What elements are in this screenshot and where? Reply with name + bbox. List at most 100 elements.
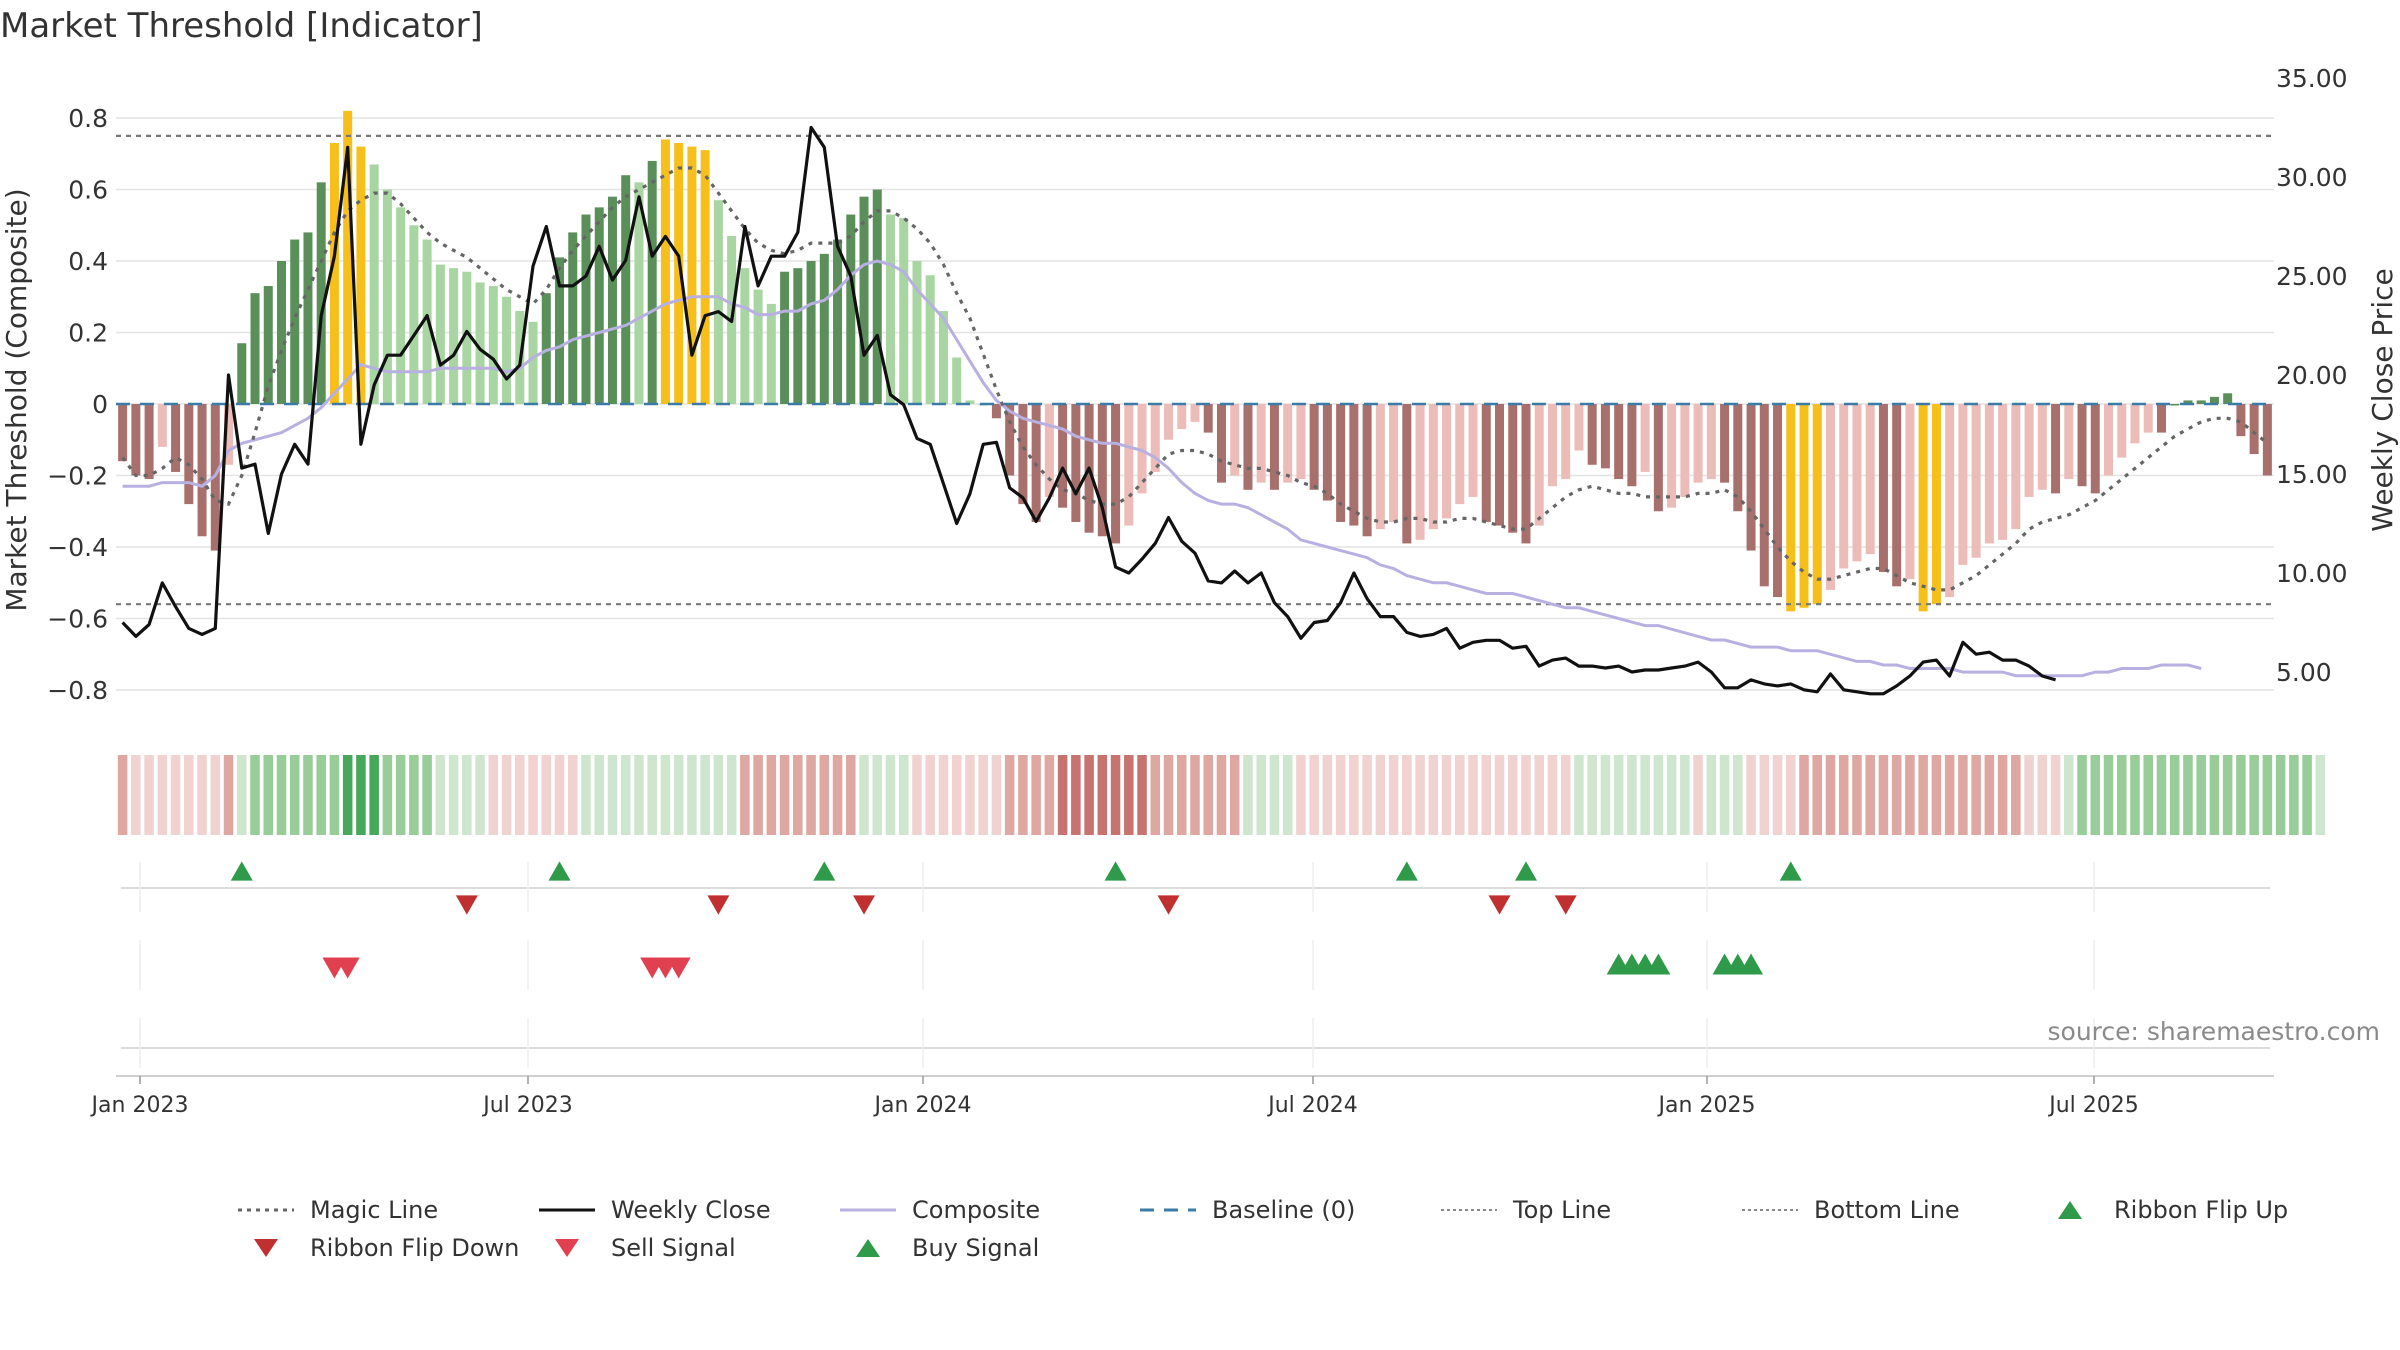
ribbon-cell xyxy=(2183,755,2193,835)
ribbon-cell xyxy=(1918,755,1928,835)
threshold-bar xyxy=(885,214,895,404)
ribbon-cell xyxy=(607,755,618,835)
ribbon-cell xyxy=(2169,755,2180,835)
ribbon-cell xyxy=(2156,755,2167,835)
ribbon-cell xyxy=(475,755,485,835)
ribbon-cell xyxy=(1216,755,1227,835)
threshold-bar xyxy=(938,311,948,404)
threshold-bar xyxy=(1058,404,1068,508)
threshold-bar xyxy=(594,207,604,404)
ribbon-cell xyxy=(1812,755,1823,835)
ribbon-cell xyxy=(740,755,750,835)
ribbon-cell xyxy=(2289,755,2299,835)
legend-swatch xyxy=(238,1208,294,1212)
ribbon-cell xyxy=(660,755,671,835)
ribbon-cell xyxy=(1719,755,1730,835)
composite-line xyxy=(122,259,2202,678)
left-tick-label: 0.6 xyxy=(68,176,108,205)
threshold-bar xyxy=(1111,404,1121,544)
ribbon-cell xyxy=(184,755,194,835)
legend-label: Baseline (0) xyxy=(1212,1196,1356,1224)
ribbon-cell xyxy=(1971,755,1981,835)
ribbon-cell xyxy=(753,755,763,835)
threshold-bar xyxy=(2249,404,2259,455)
threshold-bar xyxy=(1442,404,1452,519)
ribbon-cell xyxy=(1786,755,1796,835)
ribbon-cell xyxy=(673,755,684,835)
ribbon-cell xyxy=(1521,755,1531,835)
legend-swatch xyxy=(856,1239,880,1257)
threshold-bar xyxy=(382,189,392,404)
threshold-bar xyxy=(1574,404,1584,451)
ribbon-cell xyxy=(1587,755,1597,835)
legend-label: Composite xyxy=(912,1196,1041,1224)
threshold-bar xyxy=(1389,404,1399,522)
ribbon-cell xyxy=(528,755,538,835)
ribbon-cell xyxy=(210,755,221,835)
ribbon-cell xyxy=(170,755,181,835)
threshold-bar xyxy=(1984,404,1994,544)
threshold-bar xyxy=(502,296,512,404)
x-tick-label: Jul 2024 xyxy=(1266,1093,1358,1118)
ribbon-cell xyxy=(2050,755,2061,835)
threshold-bar xyxy=(1177,404,1187,430)
ribbon-cell xyxy=(2275,755,2286,835)
x-tick-label: Jan 2025 xyxy=(1657,1093,1756,1118)
ribbon-cell xyxy=(2103,755,2114,835)
ribbon-cell xyxy=(1203,755,1214,835)
threshold-bar xyxy=(568,232,578,404)
threshold-bar xyxy=(1415,404,1425,540)
ribbon-cell xyxy=(700,755,710,835)
legend-item: Weekly Close xyxy=(537,1195,771,1225)
threshold-bar xyxy=(1706,404,1716,480)
threshold-bar xyxy=(435,264,445,404)
threshold-bar xyxy=(1733,404,1743,512)
ribbon-cell xyxy=(2024,755,2034,835)
ribbon-cell xyxy=(938,755,949,835)
ribbon-cell xyxy=(1653,755,1664,835)
threshold-bar xyxy=(1468,404,1478,497)
threshold-bar xyxy=(171,404,181,472)
magic-line xyxy=(121,166,2269,592)
threshold-bar xyxy=(528,321,538,404)
threshold-bar xyxy=(1495,404,1505,526)
weekly-close-line xyxy=(121,125,2057,696)
threshold-bar xyxy=(700,150,710,404)
ribbon-cell xyxy=(2011,755,2021,835)
threshold-bar xyxy=(224,404,234,465)
sell-signal-marker xyxy=(666,957,691,979)
threshold-bar xyxy=(2143,404,2153,433)
x-axis: Jan 2023 Jul 2023 Jan 2024 Jul 2024 Jan 2025… xyxy=(90,1075,2274,1118)
threshold-bar xyxy=(462,271,472,404)
ribbon-cell xyxy=(448,755,459,835)
ribbon-cell xyxy=(303,755,313,835)
ribbon-cell xyxy=(634,755,644,835)
ribbon-cell xyxy=(369,755,379,835)
ribbon-cell xyxy=(713,755,724,835)
threshold-bar xyxy=(475,282,485,404)
legend-item: Composite xyxy=(838,1195,1040,1225)
threshold-bar xyxy=(846,214,856,404)
ribbon-flip-down-marker xyxy=(455,895,478,915)
threshold-bar xyxy=(2262,404,2272,476)
legend-item: Sell Signal xyxy=(537,1233,736,1263)
ribbon-cell xyxy=(2077,755,2087,835)
threshold-bar xyxy=(1005,404,1015,476)
threshold-bar xyxy=(912,261,922,404)
ribbon-cell xyxy=(1362,755,1372,835)
ribbon-cell xyxy=(1455,755,1465,835)
buy-signal-marker xyxy=(1646,953,1671,975)
ribbon-cell xyxy=(541,755,552,835)
legend-label: Sell Signal xyxy=(611,1234,736,1262)
ribbon-cell xyxy=(832,755,843,835)
threshold-bar xyxy=(1283,404,1293,483)
threshold-bar xyxy=(1521,404,1531,544)
threshold-bar xyxy=(1680,404,1690,497)
threshold-bar xyxy=(1852,404,1862,562)
ribbon-cell xyxy=(819,755,830,835)
threshold-bar xyxy=(674,143,684,404)
ribbon-cell xyxy=(1243,755,1253,835)
threshold-bar xyxy=(329,143,339,404)
ribbon-cell xyxy=(2222,755,2233,835)
threshold-bar xyxy=(1998,404,2008,540)
